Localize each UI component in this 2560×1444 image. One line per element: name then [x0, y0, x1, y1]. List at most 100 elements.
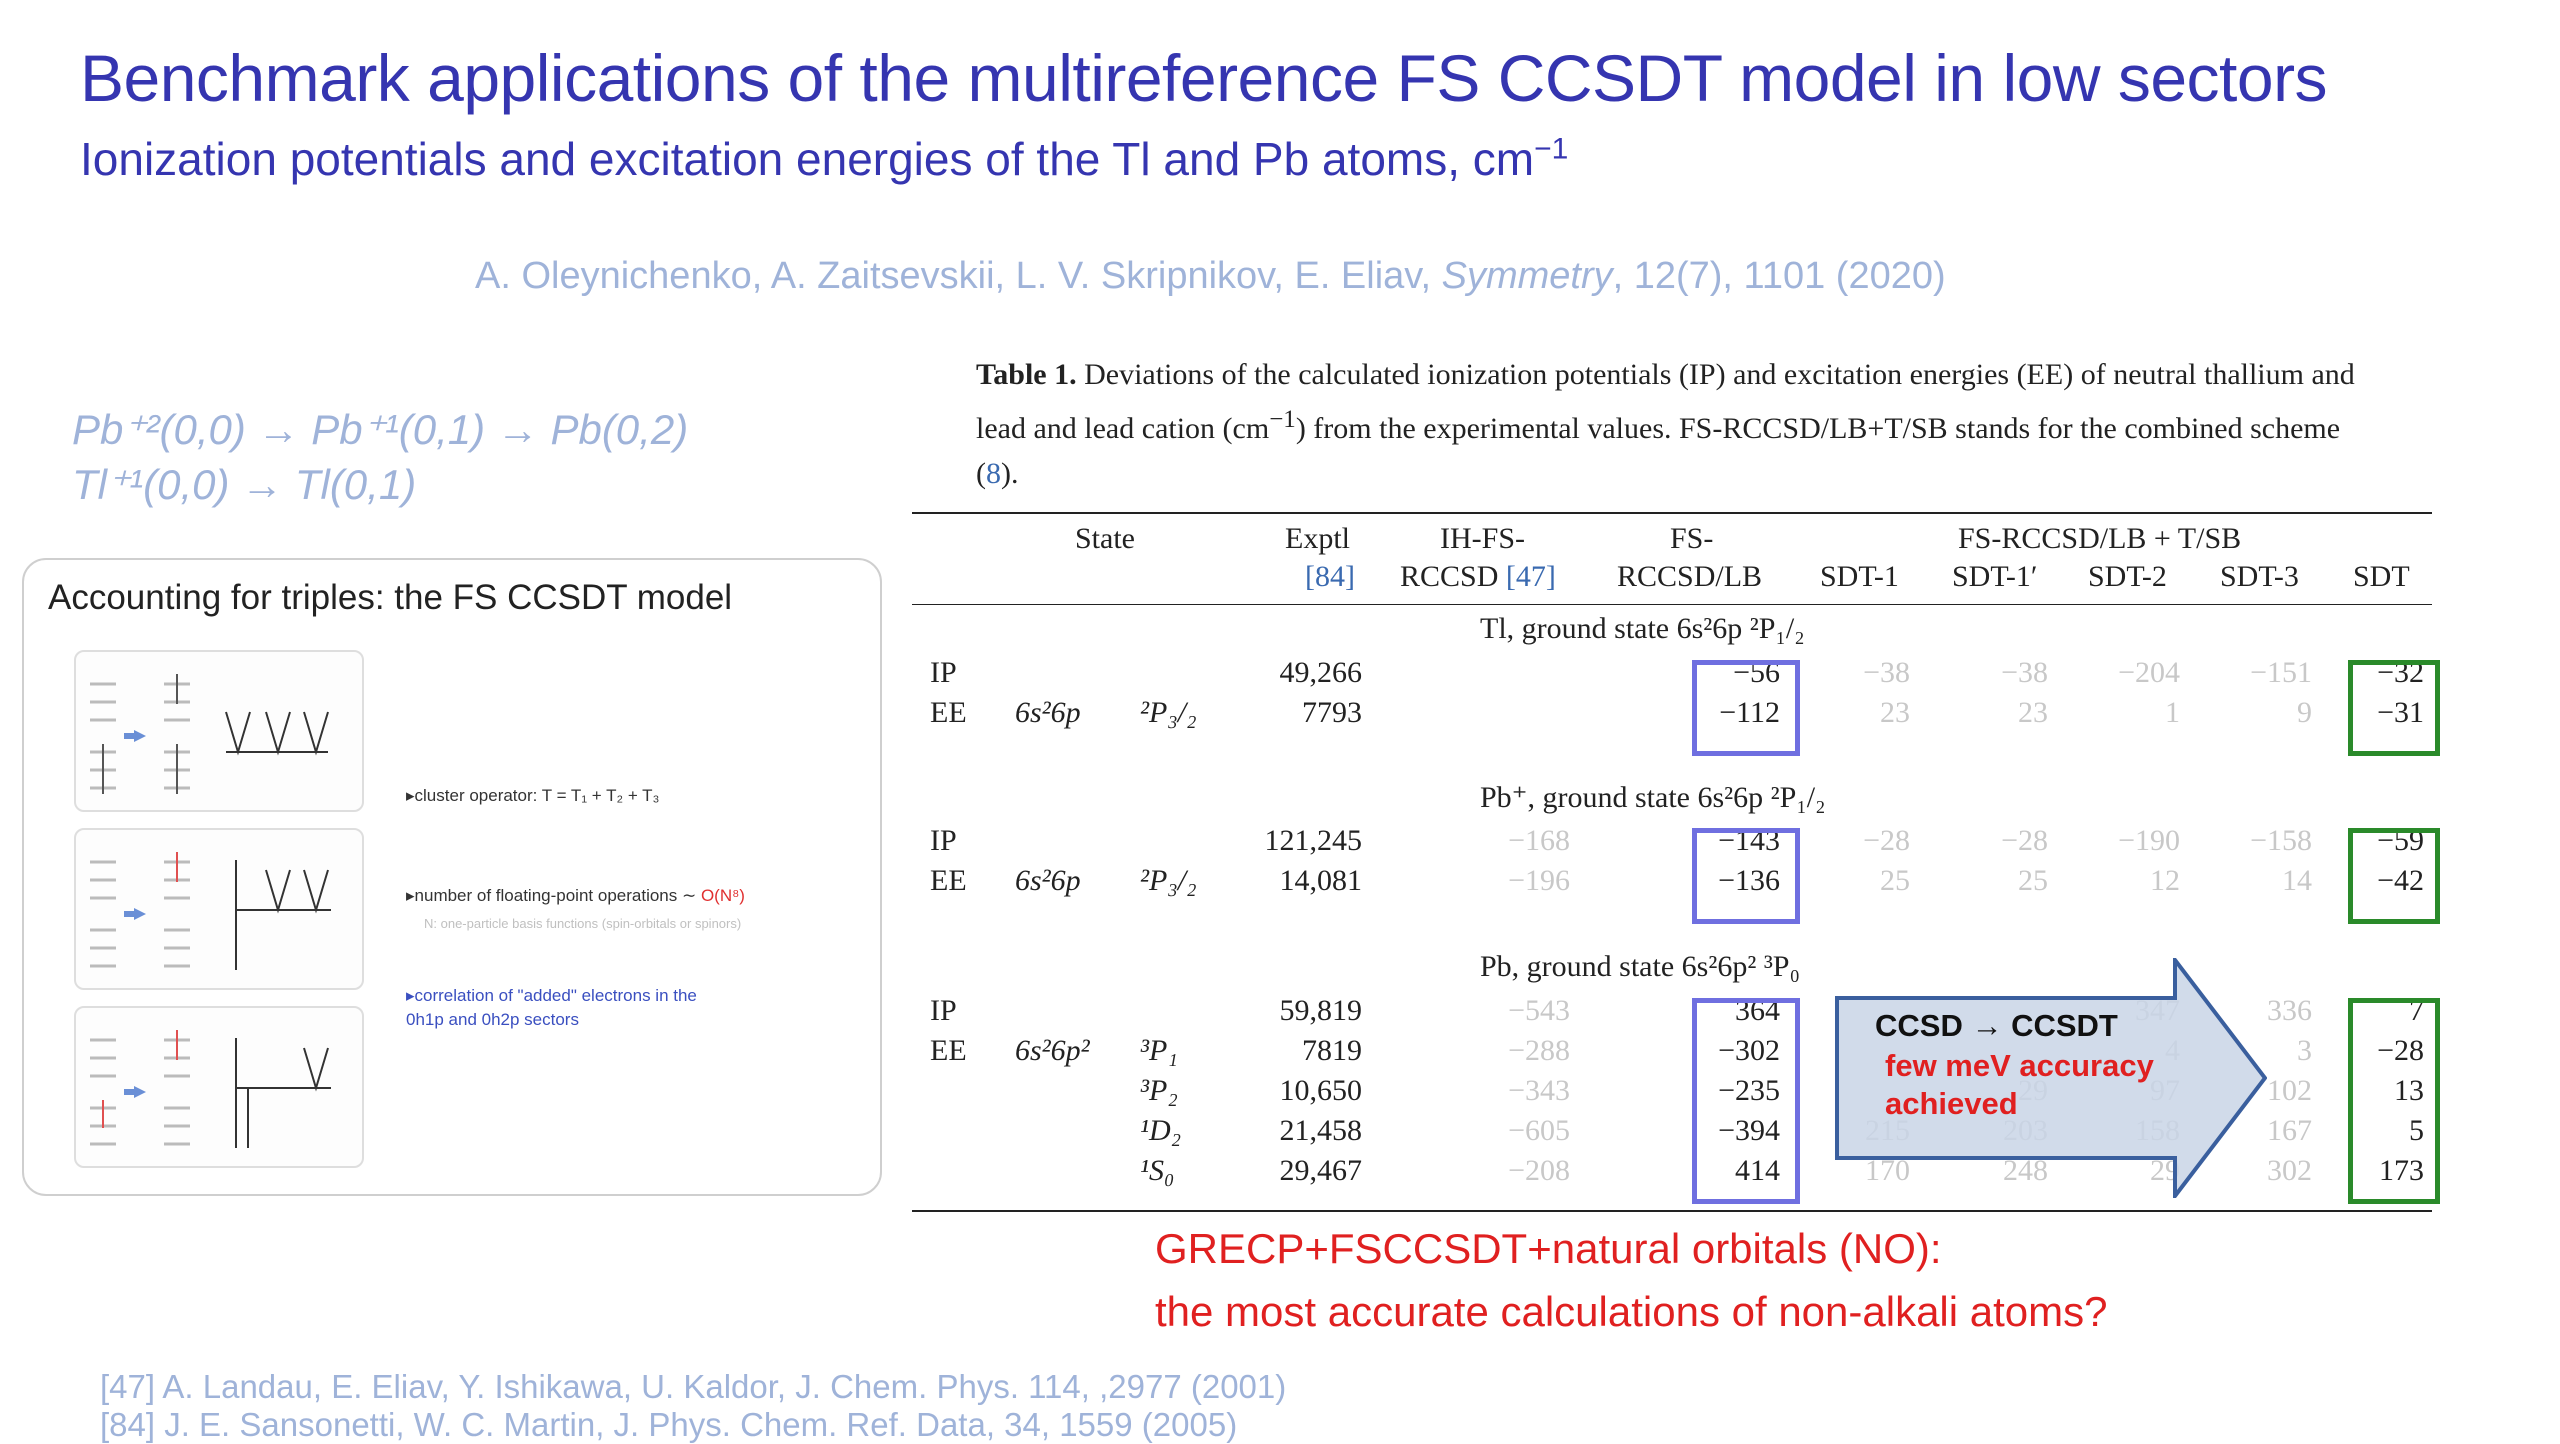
table-cell-exptl: 121,245	[1264, 824, 1363, 857]
diagram-thumbnail-t3	[74, 1006, 364, 1168]
scheme-line-pb: Pb⁺²(0,0) → Pb⁺¹(0,1) → Pb(0,2)	[72, 406, 689, 453]
header-fs-2: RCCSD/LB	[1617, 560, 1763, 593]
table-cell-ih: −208	[1508, 1154, 1570, 1187]
table-cell-sdt: −42	[2377, 864, 2424, 897]
table-cell-sdt3: 3	[2297, 1034, 2312, 1067]
authors-citation: A. Oleynichenko, A. Zaitsevskii, L. V. S…	[475, 255, 1946, 297]
bullet-flops: ▸number of floating-point operations ∼ O…	[406, 886, 745, 905]
table-cell-sdt2: 1	[2165, 696, 2180, 729]
callout-line-1: CCSD → CCSDT	[1875, 1008, 2118, 1043]
group-header: Pb⁺, ground state 6s²6p ²P₁/₂	[1480, 781, 1826, 814]
table-cell-fs: −136	[1718, 864, 1780, 897]
bullet-correlation-2: 0h1p and 0h2p sectors	[406, 1010, 579, 1029]
table-cell-kind: IP	[930, 824, 957, 857]
header-fs: FS-	[1670, 522, 1714, 555]
table-header-rule	[912, 604, 2432, 605]
highlight-sdt-pbplus	[2348, 828, 2440, 924]
table-cell-term: ³P₁	[1140, 1034, 1178, 1067]
table-cell-exptl: 14,081	[1279, 864, 1363, 897]
table-cell-exptl: 7819	[1302, 1034, 1362, 1067]
table-cell-kind: EE	[930, 864, 967, 897]
table-cell-config: 6s²6p	[1015, 864, 1081, 897]
table-cell-fs: −112	[1719, 696, 1780, 729]
header-ih-2: RCCSD [47]	[1400, 560, 1556, 593]
triples-model-box: Accounting for triples: the FS CCSDT mod…	[22, 558, 882, 1196]
table-cell-sdt3: 9	[2297, 696, 2312, 729]
table-cell-sdt3: 302	[2267, 1154, 2312, 1187]
header-ih: IH-FS-	[1440, 522, 1526, 555]
table-cell-exptl: 7793	[1302, 696, 1362, 729]
highlight-sdt-pb	[2348, 998, 2440, 1204]
table-top-rule	[912, 512, 2432, 514]
table-cell-sdt3: 167	[2267, 1114, 2312, 1147]
header-exptl: Exptl	[1285, 522, 1350, 555]
header-state: State	[1075, 522, 1135, 555]
table-cell-config: 6s²6p	[1015, 696, 1081, 729]
table-caption: Table 1. Deviations of the calculated io…	[976, 358, 2355, 490]
table-cell-sdt: 173	[2379, 1154, 2424, 1187]
table-cell-exptl: 59,819	[1279, 994, 1363, 1027]
table-cell-sdt2: −204	[2118, 656, 2180, 689]
table-cell-term: ²P₃/₂	[1140, 864, 1197, 897]
table-cell-sdt: −31	[2377, 696, 2424, 729]
table-cell-fs: 414	[1735, 1154, 1780, 1187]
table-cell-term: ³P₂	[1140, 1074, 1178, 1107]
callout-line-2: few meV accuracy	[1885, 1048, 2154, 1083]
table-cell-ih: −168	[1508, 824, 1570, 857]
conclusion-line-2: the most accurate calculations of non-al…	[1155, 1288, 2108, 1335]
table-cell-ih: −343	[1508, 1074, 1570, 1107]
table-cell-sdt: 5	[2409, 1114, 2424, 1147]
conclusion-line-1: GRECP+FSCCSDT+natural orbitals (NO):	[1155, 1225, 1942, 1272]
table-cell-exptl: 10,650	[1279, 1074, 1363, 1107]
table-cell-sdt3: 336	[2267, 994, 2312, 1027]
table-cell-sdt: −28	[2377, 1034, 2424, 1067]
table-cell-sdt3: 102	[2267, 1074, 2312, 1107]
table-cell-kind: EE	[930, 696, 967, 729]
slide-subtitle: Ionization potentials and excitation ene…	[80, 132, 1569, 185]
table-cell-config: 6s²6p²	[1015, 1034, 1090, 1067]
bullet-correlation-1: ▸correlation of "added" electrons in the	[406, 986, 697, 1005]
header-sdt: SDT	[2353, 560, 2410, 593]
table-cell-ih: −543	[1508, 994, 1570, 1027]
table-cell-sdt1p: −38	[2001, 656, 2048, 689]
table-cell-fs: −394	[1718, 1114, 1780, 1147]
table-cell-sdt1p: 25	[2018, 864, 2048, 897]
table-cell-kind: IP	[930, 656, 957, 689]
table-cell-exptl: 29,467	[1279, 1154, 1363, 1187]
unit-power: −1	[1534, 132, 1569, 166]
table-cell-term: ²P₃/₂	[1140, 696, 1197, 729]
table-cell-fs: −235	[1718, 1074, 1780, 1107]
table-cell-kind: EE	[930, 1034, 967, 1067]
bullet-flops-note: N: one-particle basis functions (spin-or…	[424, 916, 742, 931]
table-cell-sdt2: −190	[2118, 824, 2180, 857]
header-sdt3: SDT-3	[2220, 560, 2299, 593]
table-cell-fs: −302	[1718, 1034, 1780, 1067]
table-cell-ih: −605	[1508, 1114, 1570, 1147]
table-cell-kind: IP	[930, 994, 957, 1027]
header-exptl-ref: [84]	[1305, 560, 1355, 593]
table-cell-sdt3: −158	[2250, 824, 2312, 857]
diagram-thumbnail-t2	[74, 828, 364, 990]
table-cell-sdt2: 12	[2150, 864, 2180, 897]
header-sdt1p: SDT-1′	[1952, 560, 2038, 593]
table-cell-sdt1: 25	[1880, 864, 1910, 897]
reference-47: [47] A. Landau, E. Eliav, Y. Ishikawa, U…	[100, 1368, 1287, 1405]
table-cell-sdt1: 23	[1880, 696, 1910, 729]
table-cell-sdt3: 14	[2282, 864, 2312, 897]
reference-84: [84] J. E. Sansonetti, W. C. Martin, J. …	[100, 1406, 1238, 1443]
diagram-icon	[90, 852, 331, 970]
diagram-icon	[90, 1030, 331, 1148]
highlight-fs-tl	[1692, 660, 1800, 756]
scheme-line-tl: Tl⁺¹(0,0) → Tl(0,1)	[72, 461, 417, 508]
highlight-sdt-tl	[2348, 660, 2440, 756]
callout-line-3: achieved	[1885, 1086, 2018, 1121]
bullet-cluster-operator: ▸cluster operator: T = T₁ + T₂ + T₃	[406, 786, 660, 805]
table-cell-term: ¹S₀	[1140, 1154, 1175, 1187]
group-header: Pb, ground state 6s²6p² ³P₀	[1480, 950, 1800, 983]
table-cell-term: ¹D₂	[1140, 1114, 1182, 1147]
diagram-icon	[90, 674, 329, 794]
table-cell-exptl: 21,458	[1279, 1114, 1363, 1147]
header-sdt1: SDT-1	[1820, 560, 1899, 593]
callout-arrow	[1835, 958, 2267, 1198]
